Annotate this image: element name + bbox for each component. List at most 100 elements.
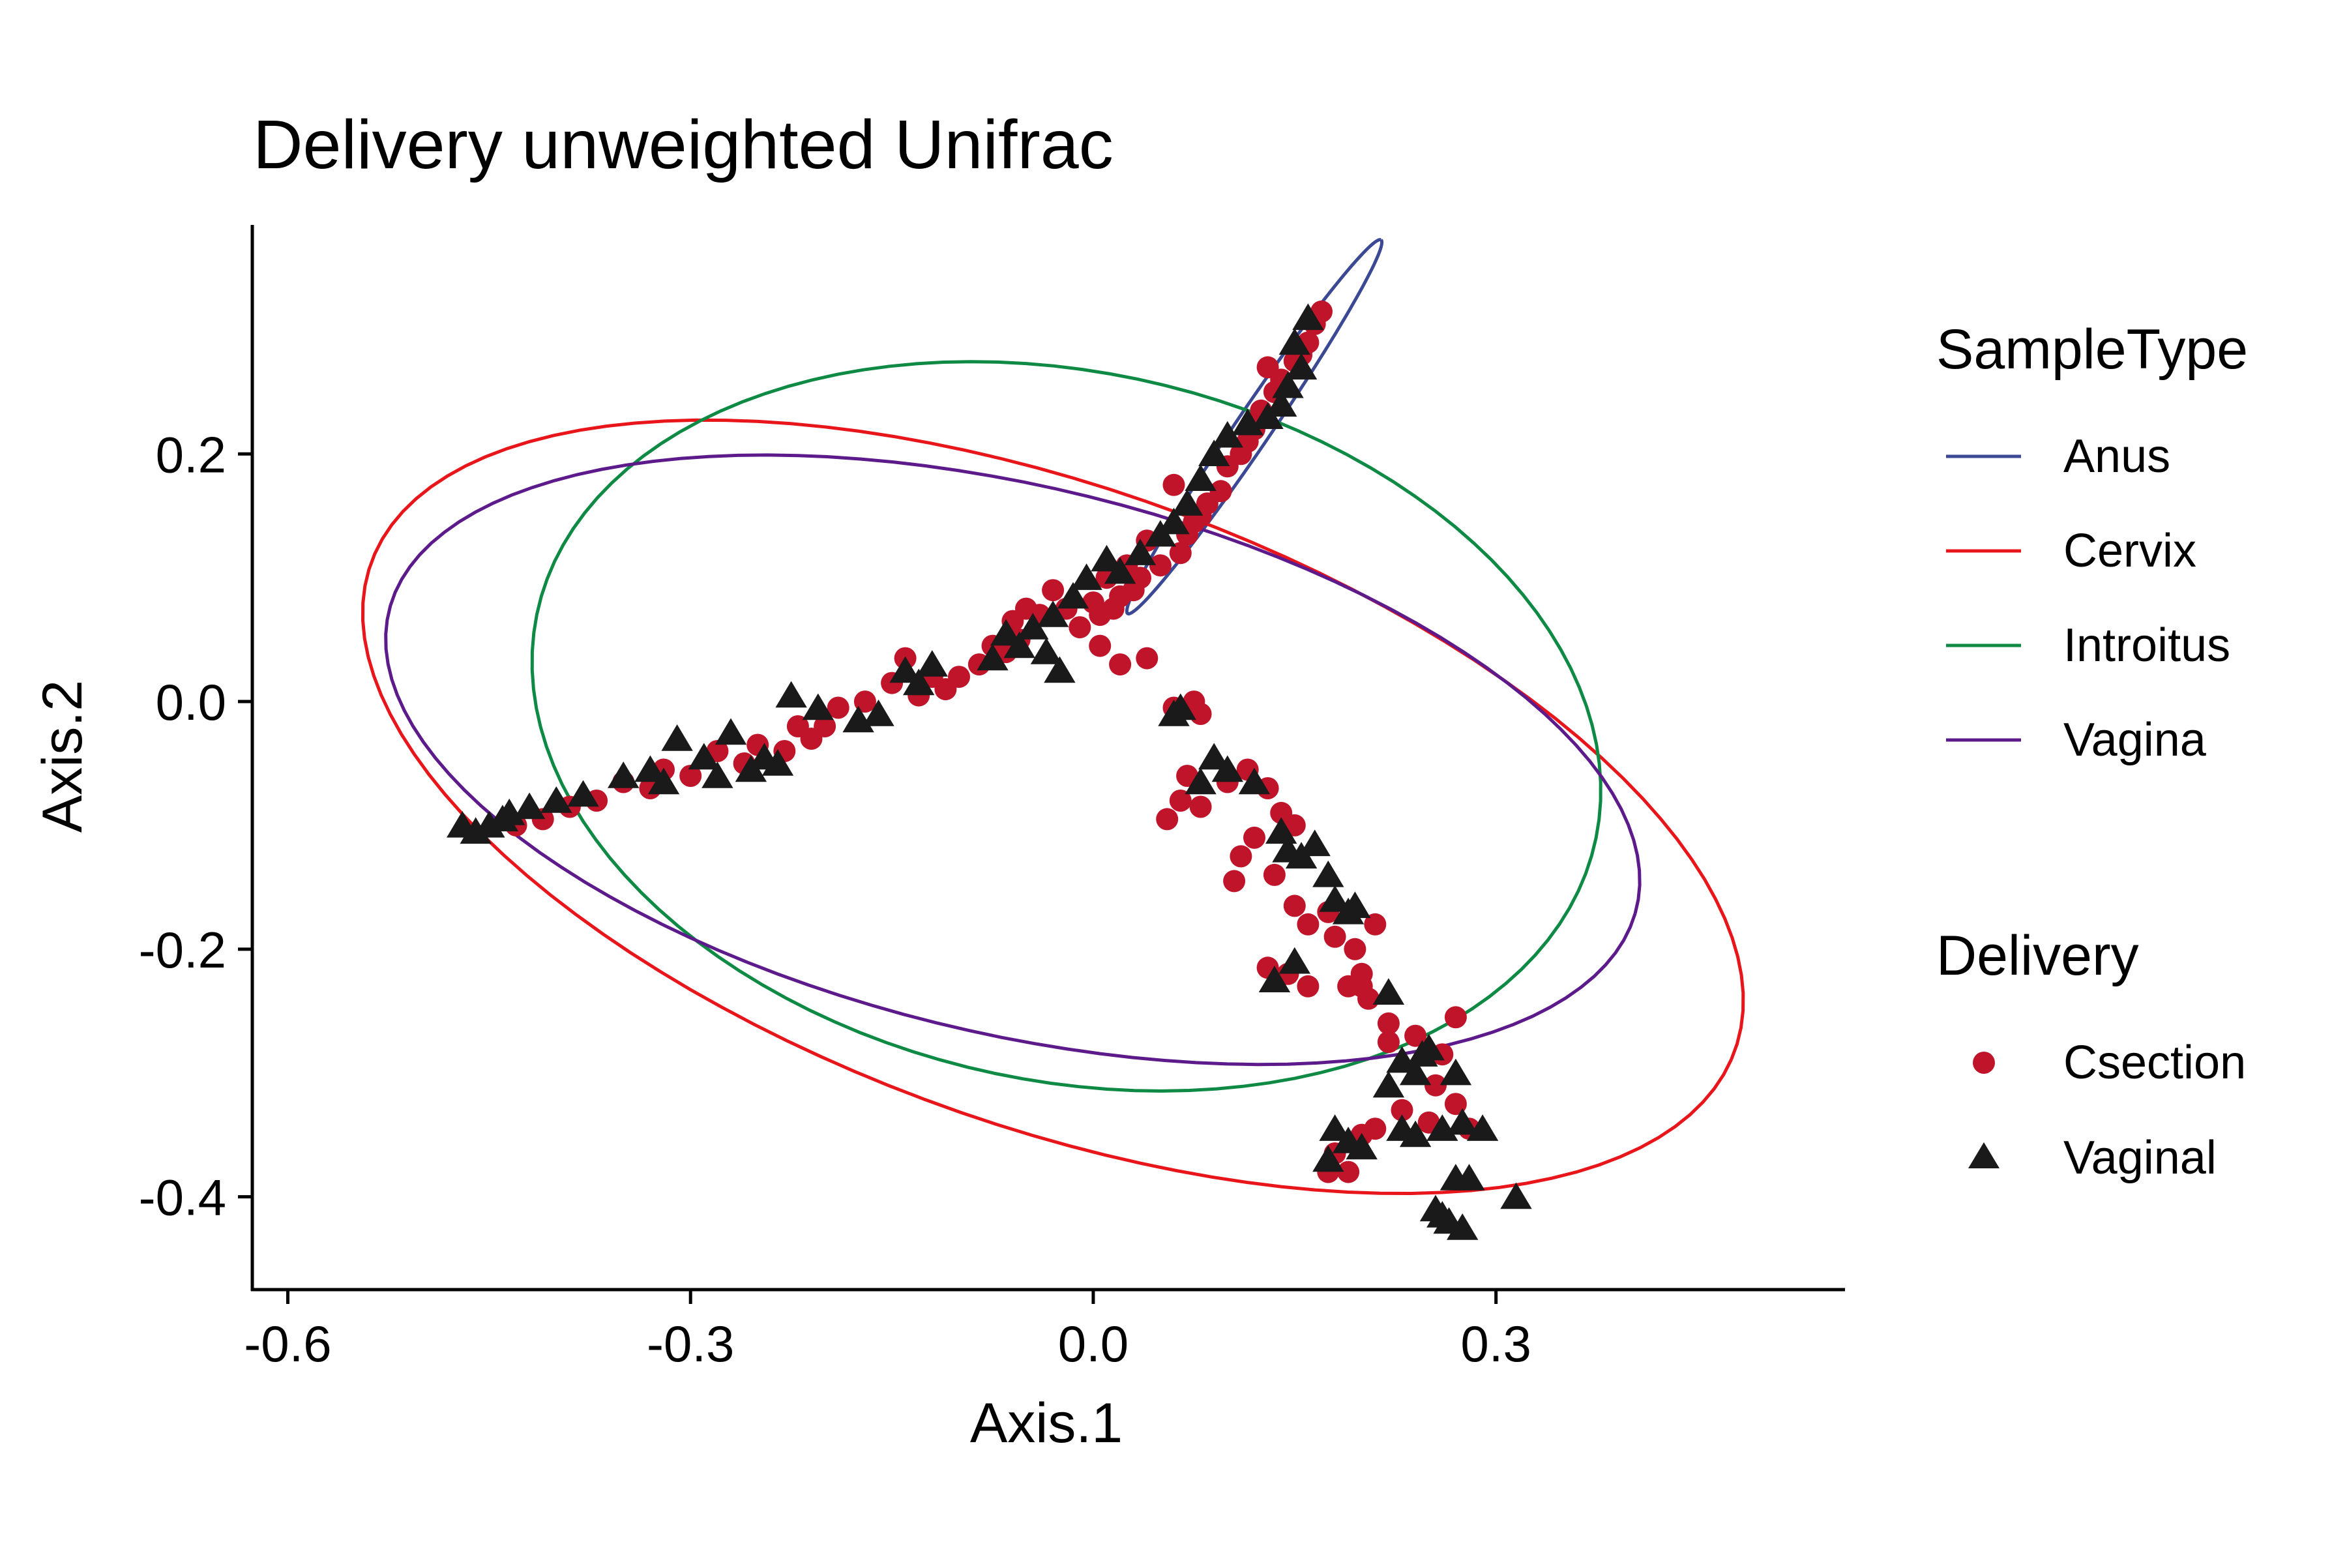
point-csection <box>1136 647 1159 670</box>
y-axis-title: Axis.2 <box>31 680 94 833</box>
point-csection <box>1189 795 1212 818</box>
legend-label-introitus: Introitus <box>2063 619 2230 672</box>
point-csection <box>1042 579 1065 602</box>
point-vaginal <box>1500 1182 1532 1209</box>
point-vaginal <box>1198 439 1230 466</box>
point-csection <box>786 715 809 737</box>
point-vaginal <box>1312 860 1344 887</box>
point-csection <box>1283 895 1306 917</box>
point-vaginal <box>1399 1058 1432 1086</box>
point-vaginal <box>1399 1120 1432 1147</box>
point-vaginal <box>775 681 807 708</box>
legend-label-csection: Csection <box>2063 1037 2246 1089</box>
point-csection <box>827 696 849 719</box>
point-vaginal <box>990 619 1022 646</box>
point-csection <box>1109 653 1132 676</box>
point-csection <box>1404 1024 1427 1047</box>
x-axis-title: Axis.1 <box>970 1392 1123 1455</box>
point-vaginal <box>1211 421 1243 448</box>
point-vaginal <box>1124 539 1157 565</box>
legend-label-anus: Anus <box>2063 430 2170 482</box>
points-layer <box>447 300 1532 1240</box>
point-csection <box>1444 1093 1467 1116</box>
legend-title-sampletype: SampleType <box>1936 318 2248 381</box>
point-csection <box>1263 863 1286 886</box>
point-vaginal <box>1232 408 1263 436</box>
point-vaginal <box>977 643 1009 671</box>
point-csection <box>1391 1099 1413 1121</box>
point-vaginal <box>748 743 780 770</box>
point-vaginal <box>1272 371 1304 398</box>
point-vaginal <box>661 724 693 751</box>
point-vaginal <box>1252 402 1284 429</box>
point-vaginal <box>1278 328 1310 355</box>
point-vaginal <box>1265 817 1297 844</box>
point-csection <box>679 765 702 787</box>
point-vaginal <box>1057 582 1089 609</box>
point-csection <box>1223 870 1246 893</box>
point-csection <box>1169 542 1192 565</box>
point-vaginal <box>513 792 546 820</box>
y-tick-label: -0.4 <box>139 1169 226 1226</box>
point-vaginal <box>1238 767 1271 795</box>
point-vaginal <box>1346 1132 1378 1160</box>
point-csection <box>1364 913 1387 936</box>
point-vaginal <box>1017 613 1049 640</box>
point-csection <box>1377 1012 1400 1035</box>
point-vaginal <box>1339 891 1371 919</box>
point-vaginal <box>1447 1213 1479 1240</box>
point-vaginal <box>494 798 525 825</box>
ellipse-introitus <box>530 360 1602 1093</box>
point-vaginal <box>701 762 733 788</box>
legend-item-csection: Csection <box>1973 1037 2246 1089</box>
point-csection <box>1069 616 1091 639</box>
point-csection <box>1297 975 1320 998</box>
point-vaginal <box>1285 353 1318 380</box>
point-vaginal <box>634 755 666 782</box>
point-vaginal <box>802 693 834 720</box>
point-vaginal <box>1466 1114 1499 1141</box>
point-csection <box>1169 790 1192 812</box>
legend-item-anus: Anus <box>1946 430 2170 482</box>
point-vaginal <box>1278 947 1310 974</box>
ellipse-vagina <box>384 453 1642 1067</box>
point-csection <box>1162 473 1185 496</box>
point-vaginal <box>842 705 874 733</box>
point-vaginal <box>567 780 599 807</box>
legend-item-cervix: Cervix <box>1946 525 2196 577</box>
point-vaginal <box>1319 885 1351 912</box>
x-tick-label: 0.3 <box>1460 1315 1531 1372</box>
point-vaginal <box>647 767 680 795</box>
x-tick-label: -0.3 <box>647 1315 734 1372</box>
y-ticks: 0.2 0.0 -0.2 -0.4 <box>139 426 252 1226</box>
point-vaginal <box>1413 1033 1445 1061</box>
y-tick-label: -0.2 <box>139 921 226 979</box>
point-csection <box>1089 634 1112 657</box>
legend-label-vaginal: Vaginal <box>2063 1132 2217 1184</box>
point-csection <box>1444 1006 1467 1029</box>
point-vaginal <box>688 743 720 770</box>
y-tick-label: 0.2 <box>156 426 226 483</box>
point-csection <box>853 690 876 713</box>
y-tick-label: 0.0 <box>156 673 226 731</box>
legend-marker-csection <box>1973 1052 1995 1074</box>
legend-title-delivery: Delivery <box>1936 925 2139 987</box>
point-vaginal <box>1372 978 1405 1005</box>
legend-marker-vaginal <box>1968 1142 2000 1168</box>
point-vaginal <box>1185 767 1217 795</box>
point-vaginal <box>1299 829 1331 857</box>
point-vaginal <box>1319 1114 1351 1141</box>
point-csection <box>1149 554 1172 577</box>
point-vaginal <box>540 786 572 813</box>
point-vaginal <box>608 762 640 788</box>
legend-label-cervix: Cervix <box>2063 525 2196 577</box>
point-vaginal <box>1265 390 1297 417</box>
legend: SampleType Anus Cervix Introitus Vagina … <box>1936 318 2248 1184</box>
point-vaginal <box>1070 563 1102 590</box>
point-vaginal <box>1185 464 1217 491</box>
point-csection <box>1256 356 1279 379</box>
point-vaginal <box>1372 1071 1405 1098</box>
point-vaginal <box>1037 600 1069 627</box>
